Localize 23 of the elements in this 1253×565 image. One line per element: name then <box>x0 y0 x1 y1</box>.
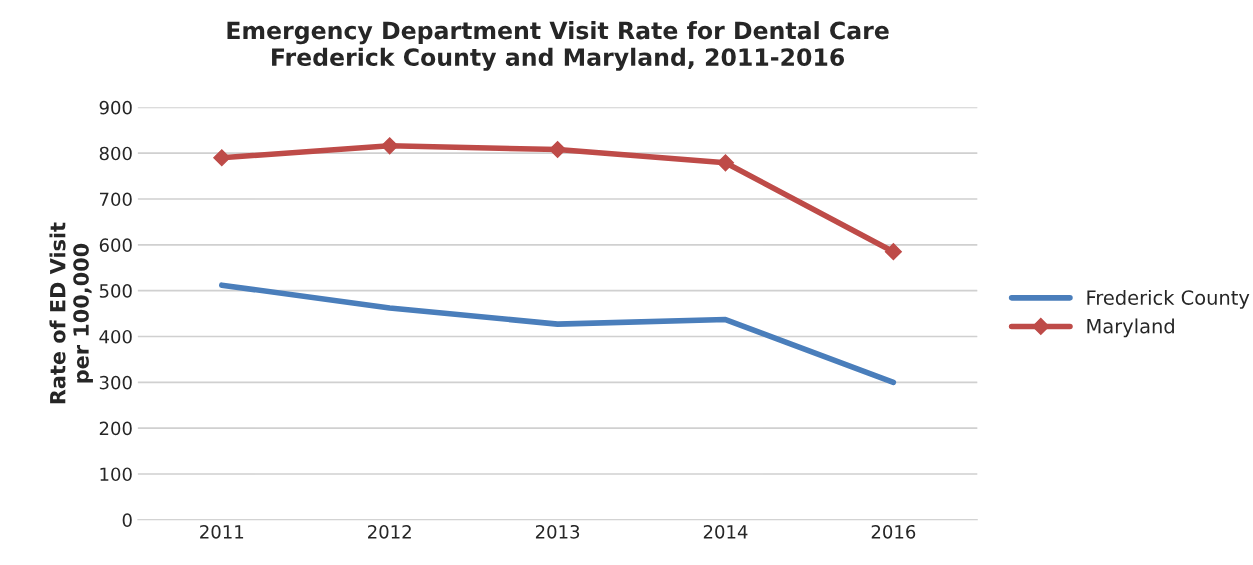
y-tick-label: 800 <box>99 146 132 161</box>
y-tick-label: 600 <box>99 238 132 252</box>
legend-label: Maryland <box>1087 318 1174 338</box>
y-tick-label: 300 <box>99 375 132 390</box>
x-tick-label: 2013 <box>535 524 580 539</box>
y-tick-label: 200 <box>99 421 132 436</box>
x-tick-label: 2011 <box>200 524 244 539</box>
y-tick-label: 500 <box>99 284 132 298</box>
legend-label: Frederick County <box>1087 289 1250 309</box>
y-tick-label: 100 <box>100 467 132 482</box>
x-tick-label: 2016 <box>871 524 916 539</box>
point <box>884 243 902 261</box>
point <box>213 149 231 167</box>
y-tick-label: 700 <box>99 192 132 207</box>
point <box>549 140 567 159</box>
y-tick-label: 400 <box>99 329 132 344</box>
y-axis-title: Rate of ED Visit per 100,000 <box>49 222 93 404</box>
point <box>381 137 399 155</box>
x-tick-label: 2012 <box>368 524 411 539</box>
chart-title: Emergency Department Visit Rate for Dental Care Frederick County and Maryland, 2011-2016 <box>227 21 889 71</box>
x-tick-label: 2014 <box>703 524 748 539</box>
y-tick-label: 900 <box>99 100 132 115</box>
y-tick-label: 0 <box>122 513 132 527</box>
